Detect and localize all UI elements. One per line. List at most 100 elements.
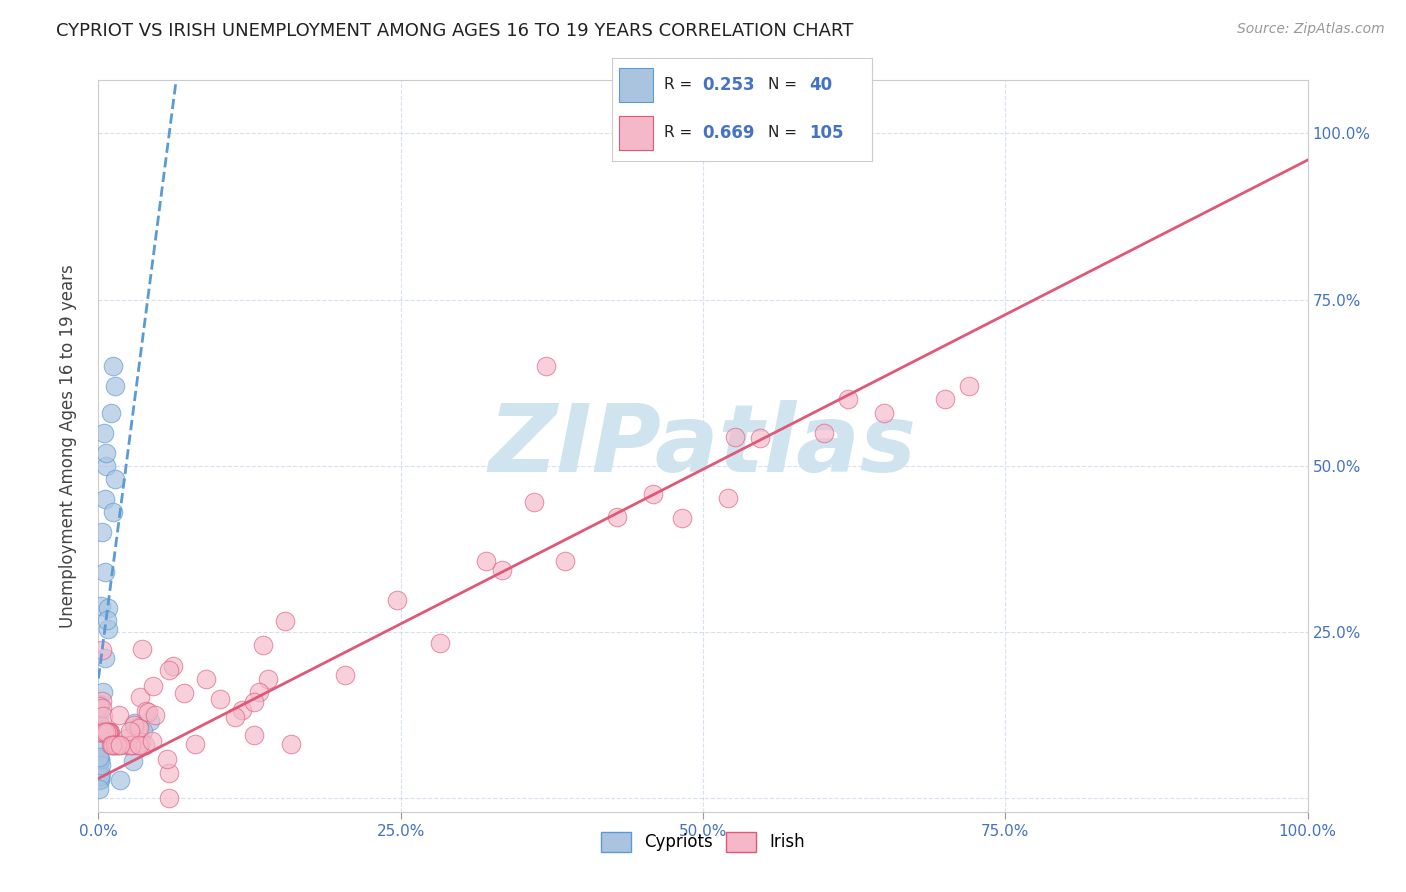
Point [429, 635, 451, 649]
Point [89, 725, 111, 739]
Point [120, 738, 142, 752]
Point [110, 772, 132, 787]
Point [87, 713, 110, 727]
Point [132, 723, 155, 738]
Point [117, 731, 139, 745]
Point [98, 725, 121, 739]
Point [534, 359, 557, 374]
Point [129, 690, 152, 704]
Point [89, 753, 111, 767]
Text: 105: 105 [810, 124, 844, 142]
Point [90, 599, 112, 613]
Point [156, 752, 179, 766]
Point [90, 701, 112, 715]
Point [724, 429, 747, 443]
Point [475, 554, 498, 568]
Point [97, 622, 120, 636]
Point [97, 725, 120, 739]
Point [274, 614, 297, 628]
Point [108, 708, 131, 723]
Point [121, 754, 143, 768]
Point [94, 650, 117, 665]
Point [104, 738, 127, 752]
Point [89, 725, 111, 739]
Text: ZIPatlas: ZIPatlas [489, 400, 917, 492]
Point [104, 738, 127, 752]
Point [256, 673, 278, 687]
Point [131, 641, 153, 656]
Point [671, 511, 693, 525]
Point [224, 710, 246, 724]
Point [87, 699, 110, 714]
Point [89, 724, 111, 739]
Point [97, 600, 120, 615]
Point [934, 392, 956, 407]
Text: R =: R = [664, 77, 697, 92]
Point [110, 738, 132, 752]
Point [89, 772, 111, 786]
Point [94, 445, 117, 459]
Point [89, 752, 111, 766]
Point [139, 714, 162, 729]
Text: N =: N = [768, 77, 801, 92]
Point [194, 673, 217, 687]
Point [957, 379, 980, 393]
Point [554, 554, 576, 568]
Point [114, 738, 136, 752]
Point [135, 704, 157, 718]
Point [157, 766, 180, 780]
Point [247, 685, 270, 699]
Point [90, 525, 112, 540]
Point [89, 722, 111, 736]
Point [134, 738, 156, 752]
Text: Source: ZipAtlas.com: Source: ZipAtlas.com [1237, 22, 1385, 37]
Point [91, 709, 114, 723]
Point [91, 684, 114, 698]
Point [93, 725, 115, 739]
Point [96, 458, 118, 473]
Point [208, 691, 231, 706]
Point [91, 725, 114, 739]
Point [641, 487, 664, 501]
Point [98, 725, 121, 739]
Point [100, 406, 122, 420]
Point [89, 725, 111, 739]
Point [97, 725, 120, 739]
Point [93, 725, 115, 739]
Point [141, 734, 163, 748]
Point [94, 725, 117, 739]
FancyBboxPatch shape [620, 69, 654, 102]
Point [89, 756, 111, 771]
Point [523, 495, 546, 509]
Point [96, 725, 118, 739]
Point [89, 703, 111, 717]
Point [89, 772, 111, 787]
Point [93, 725, 115, 739]
Point [96, 725, 118, 739]
Point [96, 725, 118, 739]
Text: 40: 40 [810, 76, 832, 94]
Point [89, 697, 111, 711]
Point [813, 425, 835, 440]
Point [90, 767, 112, 781]
Point [157, 663, 180, 677]
Point [100, 738, 122, 752]
Point [124, 717, 146, 731]
Point [127, 720, 149, 734]
Point [98, 725, 121, 739]
Point [143, 708, 166, 723]
Text: CYPRIOT VS IRISH UNEMPLOYMENT AMONG AGES 16 TO 19 YEARS CORRELATION CHART: CYPRIOT VS IRISH UNEMPLOYMENT AMONG AGES… [56, 22, 853, 40]
Point [91, 643, 114, 657]
Point [120, 738, 142, 752]
Point [97, 725, 120, 739]
Point [184, 737, 207, 751]
Point [128, 721, 150, 735]
Point [87, 750, 110, 764]
Legend: Cypriots, Irish: Cypriots, Irish [595, 826, 811, 858]
Point [87, 743, 110, 757]
Point [93, 725, 115, 739]
Y-axis label: Unemployment Among Ages 16 to 19 years: Unemployment Among Ages 16 to 19 years [59, 264, 77, 628]
Text: N =: N = [768, 126, 801, 140]
Point [129, 735, 152, 749]
Point [87, 767, 110, 781]
